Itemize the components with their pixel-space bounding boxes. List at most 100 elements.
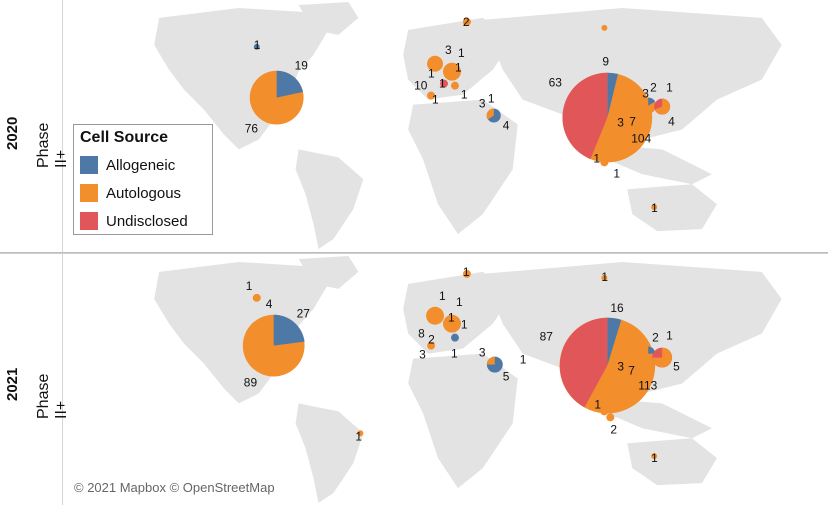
pie-sea <box>600 407 609 416</box>
data-label: 1 <box>601 270 608 284</box>
legend-label: Undisclosed <box>106 212 188 230</box>
north-america <box>154 7 329 150</box>
row-header-2020: 2020 Phase II+ <box>0 0 70 252</box>
data-label: 2 <box>610 422 617 436</box>
data-label: 10 <box>414 79 428 93</box>
map-svg-2021: 1 4 27 89 1 8 1 1 1 3 1 2 1 3 5 1 1 87 1… <box>154 255 782 504</box>
data-label: 104 <box>631 131 651 145</box>
pie-europe-2 <box>443 314 461 333</box>
data-label: 3 <box>479 97 486 111</box>
slice-autologous-korea <box>654 98 671 115</box>
legend-item-allogeneic[interactable]: Allogeneic <box>80 151 206 179</box>
data-label: 1 <box>451 347 458 361</box>
year-label: 2021 <box>4 367 21 401</box>
pie-europe-3 <box>427 91 436 100</box>
legend-item-undisclosed[interactable]: Undisclosed <box>80 207 206 235</box>
slice-allogeneic-china <box>607 317 622 366</box>
data-label: 3 <box>419 348 426 362</box>
greenland <box>298 255 359 289</box>
southeast-asia <box>602 398 712 439</box>
slice-allogeneic-japan <box>648 97 656 106</box>
data-label: 1 <box>456 295 463 309</box>
slice-allogeneic-na <box>276 70 304 98</box>
north-america <box>154 261 329 404</box>
pie-europe-4 <box>440 79 448 88</box>
data-label: 3 <box>617 115 624 129</box>
slice-allogeneic-china <box>607 72 619 118</box>
map-attribution[interactable]: © 2021 Mapbox © OpenStreetMap <box>74 480 275 495</box>
data-label: 1 <box>432 93 439 107</box>
data-label: 2 <box>652 331 659 345</box>
data-label: 5 <box>503 369 510 383</box>
australia <box>627 184 717 232</box>
south-america <box>295 403 364 504</box>
data-label: 2 <box>428 333 435 347</box>
pie-nordic <box>462 17 471 26</box>
data-label: 1 <box>458 46 465 60</box>
data-label: 3 <box>479 346 486 360</box>
legend-swatch <box>80 212 98 230</box>
slice-undisclosed-china <box>559 317 608 408</box>
data-label: 1 <box>651 451 658 465</box>
pie-russia <box>601 24 608 31</box>
data-label: 87 <box>540 330 554 344</box>
pie-europe-1 <box>427 55 444 72</box>
data-label: 7 <box>629 115 636 129</box>
data-label: 1 <box>613 166 620 180</box>
data-label: 2 <box>650 81 657 95</box>
map-2021[interactable]: 1 4 27 89 1 8 1 1 1 3 1 2 1 3 5 1 1 87 1… <box>63 254 828 505</box>
data-label: 8 <box>418 327 425 341</box>
legend-swatch <box>80 184 98 202</box>
panel-2021: 2021 Phase II+ <box>0 253 828 505</box>
slice-undisclosed-china <box>562 72 608 160</box>
map-2020[interactable]: 19 76 1 2 3 1 1 10 1 1 1 1 3 4 1 63 9 3 … <box>63 0 828 252</box>
asia <box>482 7 782 140</box>
land-masses <box>154 1 782 250</box>
data-label: 113 <box>638 378 657 392</box>
legend-title: Cell Source <box>80 129 169 146</box>
data-label: 1 <box>666 329 673 343</box>
data-label: 76 <box>245 121 259 135</box>
slice-allogeneic-japan <box>648 346 656 354</box>
chart-marks-2020 <box>249 17 671 211</box>
data-label: 63 <box>549 76 563 90</box>
data-label: 1 <box>461 318 468 332</box>
data-label: 4 <box>503 118 510 132</box>
panel-2020: 2020 Phase II+ <box>0 0 828 253</box>
south-america <box>295 149 364 250</box>
legend-swatch <box>80 156 98 174</box>
greenland <box>298 1 359 35</box>
pie-europe-1 <box>426 306 445 325</box>
slice-autologous-israel <box>486 356 495 365</box>
slice-allogeneic-na <box>273 314 305 346</box>
pie-europe-4 <box>450 333 459 342</box>
data-label: 1 <box>651 201 658 215</box>
pie-australia <box>651 204 658 211</box>
legend-label: Allogeneic <box>106 156 176 174</box>
data-label: 2 <box>463 15 470 29</box>
data-label: 1 <box>439 77 446 91</box>
africa <box>408 99 518 235</box>
data-label: 9 <box>602 55 609 69</box>
pie-australia <box>651 453 658 460</box>
data-label: 19 <box>295 59 309 73</box>
row-header-2021: 2021 Phase II+ <box>0 254 70 505</box>
pie-sea <box>600 158 609 167</box>
data-label: 3 <box>642 87 649 101</box>
slice-autologous-korea <box>652 347 673 368</box>
pie-europe-5 <box>450 81 459 90</box>
pie-sea-2 <box>606 413 615 422</box>
data-label: 1 <box>463 265 470 279</box>
pie-europe-2 <box>443 62 461 81</box>
map-svg-2020: 19 76 1 2 3 1 1 10 1 1 1 1 3 4 1 63 9 3 … <box>154 1 782 250</box>
chart-marks-2021 <box>242 269 673 460</box>
data-label: 89 <box>244 375 258 389</box>
data-label: 5 <box>673 360 680 374</box>
data-label: 3 <box>617 360 624 374</box>
data-labels-2020: 19 76 1 2 3 1 1 10 1 1 1 1 3 4 1 63 9 3 … <box>245 15 675 215</box>
pie-brazil <box>357 430 364 437</box>
legend-item-autologous[interactable]: Autologous <box>80 179 206 207</box>
pie-europe-3 <box>427 341 436 350</box>
africa <box>408 353 518 489</box>
data-label: 7 <box>628 364 635 378</box>
